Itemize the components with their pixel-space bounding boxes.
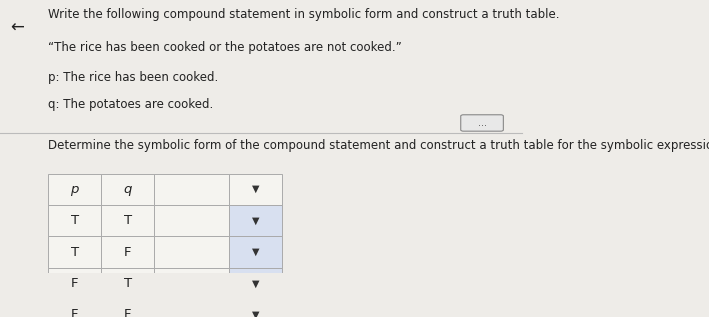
Text: ▼: ▼ — [252, 216, 259, 226]
Text: F: F — [124, 246, 132, 259]
Bar — [48, 205, 101, 236]
Text: T: T — [70, 246, 79, 259]
Bar — [155, 173, 229, 205]
Bar — [48, 268, 101, 299]
Bar — [101, 299, 155, 317]
Bar — [155, 299, 229, 317]
Text: ▼: ▼ — [252, 310, 259, 317]
Bar — [48, 173, 101, 205]
Text: ▼: ▼ — [252, 247, 259, 257]
Text: p: The rice has been cooked.: p: The rice has been cooked. — [48, 71, 218, 84]
Bar — [101, 268, 155, 299]
Text: ←: ← — [11, 19, 25, 37]
Bar — [229, 173, 282, 205]
Bar — [48, 236, 101, 268]
Text: ▼: ▼ — [252, 184, 259, 194]
Text: F: F — [71, 277, 78, 290]
Text: Determine the symbolic form of the compound statement and construct a truth tabl: Determine the symbolic form of the compo… — [48, 139, 709, 152]
Text: T: T — [124, 214, 132, 227]
Bar — [229, 205, 282, 236]
Text: F: F — [124, 308, 132, 317]
Bar — [155, 236, 229, 268]
Text: ...: ... — [478, 118, 486, 128]
Bar — [155, 205, 229, 236]
Bar — [101, 236, 155, 268]
Text: “The rice has been cooked or the potatoes are not cooked.”: “The rice has been cooked or the potatoe… — [48, 41, 402, 54]
Text: p: p — [70, 183, 79, 196]
Bar — [229, 299, 282, 317]
Bar — [101, 205, 155, 236]
Text: ▼: ▼ — [252, 279, 259, 288]
Text: F: F — [71, 308, 78, 317]
Bar — [101, 173, 155, 205]
Bar — [229, 236, 282, 268]
Text: q: The potatoes are cooked.: q: The potatoes are cooked. — [48, 98, 213, 111]
Text: q: q — [123, 183, 132, 196]
Text: Write the following compound statement in symbolic form and construct a truth ta: Write the following compound statement i… — [48, 8, 559, 21]
Text: T: T — [124, 277, 132, 290]
Bar — [229, 268, 282, 299]
Bar — [48, 299, 101, 317]
Text: T: T — [70, 214, 79, 227]
FancyBboxPatch shape — [461, 115, 503, 131]
Bar — [155, 268, 229, 299]
